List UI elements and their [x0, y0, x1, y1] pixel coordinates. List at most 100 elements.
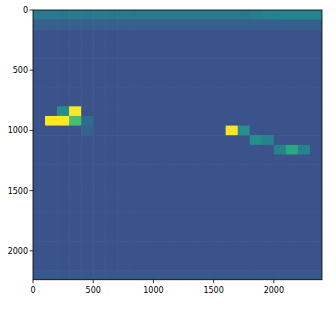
cell: [274, 222, 287, 232]
cell: [153, 126, 166, 136]
cell: [310, 212, 322, 222]
cell: [178, 212, 191, 222]
cell: [238, 155, 251, 165]
cell: [69, 174, 82, 184]
cell: [117, 222, 130, 232]
cell: [129, 241, 142, 251]
cell: [310, 49, 322, 59]
cell: [69, 29, 82, 39]
cell: [129, 270, 142, 280]
cell: [274, 232, 287, 242]
cell: [93, 29, 106, 39]
cell: [117, 20, 130, 30]
cell: [262, 232, 275, 242]
cell: [310, 174, 322, 184]
cell: [250, 58, 263, 68]
cell: [202, 212, 215, 222]
cell: [153, 232, 166, 242]
cell: [165, 174, 178, 184]
cell: [310, 145, 322, 155]
cell: [93, 39, 106, 49]
cell: [165, 68, 178, 78]
cell: [69, 49, 82, 59]
cell: [57, 222, 70, 232]
cell: [226, 241, 239, 251]
cell: [274, 135, 287, 145]
cell: [69, 260, 82, 270]
cell: [238, 260, 251, 270]
cell: [117, 193, 130, 203]
cell: [105, 135, 118, 145]
cell: [33, 155, 46, 165]
cell: [214, 87, 227, 97]
cell: [93, 126, 106, 136]
cell: [190, 58, 203, 68]
cell: [214, 116, 227, 126]
y-tick-label: 1500: [8, 187, 28, 196]
cell: [238, 241, 251, 251]
cell: [105, 203, 118, 213]
cell: [117, 106, 130, 116]
cell: [45, 126, 58, 136]
cell: [202, 164, 215, 174]
cell: [310, 135, 322, 145]
cell: [33, 232, 46, 242]
cell: [238, 39, 251, 49]
cell: [81, 164, 94, 174]
cell: [262, 29, 275, 39]
cell: [165, 87, 178, 97]
cell: [105, 251, 118, 261]
cell: [250, 77, 263, 87]
cell: [262, 77, 275, 87]
cell: [93, 135, 106, 145]
cell: [153, 241, 166, 251]
cell: [262, 87, 275, 97]
cell: [57, 174, 70, 184]
cell: [190, 87, 203, 97]
cell: [165, 145, 178, 155]
cell: [226, 270, 239, 280]
cell: [129, 260, 142, 270]
cell: [93, 77, 106, 87]
cell: [81, 155, 94, 165]
cell: [286, 20, 299, 30]
cell: [298, 222, 311, 232]
cell: [178, 29, 191, 39]
x-tick: [33, 280, 34, 284]
cell: [33, 174, 46, 184]
cell: [129, 126, 142, 136]
cell: [141, 39, 154, 49]
cell: [165, 164, 178, 174]
cell: [310, 203, 322, 213]
cell: [33, 49, 46, 59]
cell: [141, 164, 154, 174]
cell: [214, 106, 227, 116]
cell: [153, 106, 166, 116]
cell: [274, 87, 287, 97]
cell: [105, 232, 118, 242]
cell: [165, 260, 178, 270]
cell: [57, 145, 70, 155]
cell: [45, 193, 58, 203]
cell: [214, 232, 227, 242]
cell: [69, 164, 82, 174]
y-tick-label: 0: [23, 6, 28, 15]
cell: [286, 97, 299, 107]
cell: [286, 203, 299, 213]
cell: [141, 77, 154, 87]
cell: [226, 39, 239, 49]
cell: [202, 126, 215, 136]
cell: [262, 145, 275, 155]
cell: [310, 126, 322, 136]
cell: [69, 232, 82, 242]
cell: [153, 135, 166, 145]
cell: [165, 10, 178, 20]
cell: [262, 174, 275, 184]
cell: [178, 174, 191, 184]
cell: [153, 20, 166, 30]
cell: [238, 116, 251, 126]
cell: [274, 193, 287, 203]
cell: [45, 212, 58, 222]
cell: [117, 87, 130, 97]
cell: [214, 58, 227, 68]
